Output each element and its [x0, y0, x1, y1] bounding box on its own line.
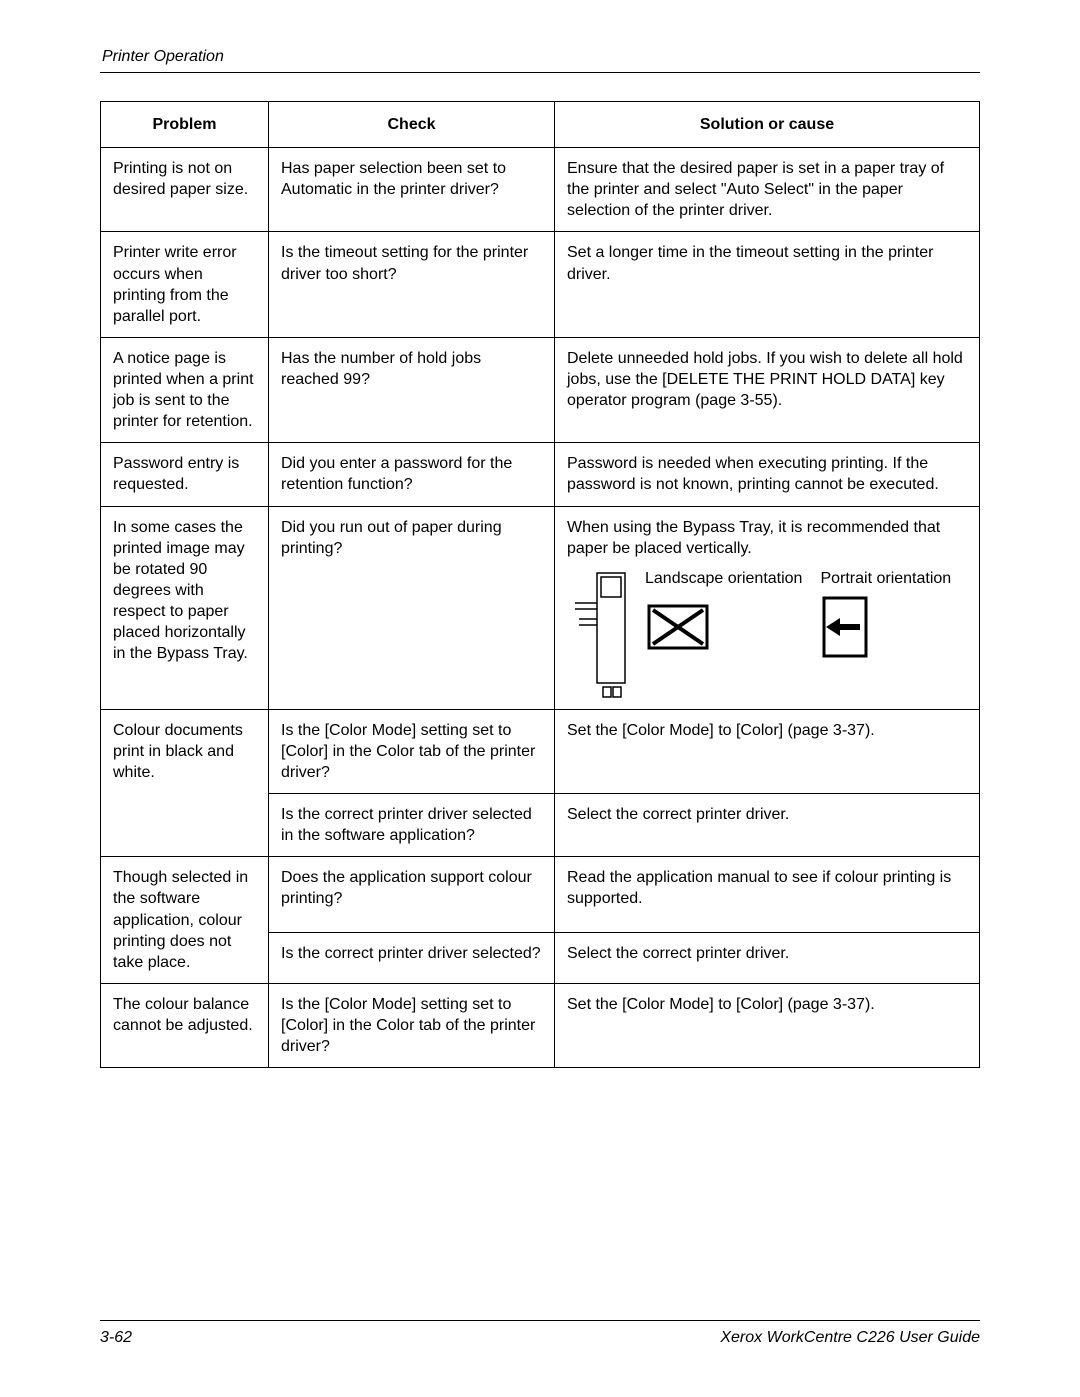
bypass-tray-diagram: Landscape orientation Portrait orientati… [567, 569, 967, 699]
solution-text: When using the Bypass Tray, it is recomm… [567, 517, 967, 559]
cell-solution: When using the Bypass Tray, it is recomm… [555, 506, 980, 709]
table-header-row: Problem Check Solution or cause [101, 102, 980, 148]
cell-check: Is the [Color Mode] setting set to [Colo… [269, 983, 555, 1067]
cell-check: Is the correct printer driver selected? [269, 933, 555, 984]
landscape-block: Landscape orientation [645, 569, 802, 666]
table-row: Printing is not on desired paper size. H… [101, 148, 980, 232]
cell-check: Did you enter a password for the retenti… [269, 443, 555, 506]
cell-solution: Delete unneeded hold jobs. If you wish t… [555, 337, 980, 442]
cell-check: Is the correct printer driver selected i… [269, 794, 555, 857]
table-row: Though selected in the software applicat… [101, 857, 980, 933]
header-rule [100, 72, 980, 73]
cell-problem: Password entry is requested. [101, 443, 269, 506]
cell-problem: Colour documents print in black and whit… [101, 709, 269, 857]
portrait-label: Portrait orientation [820, 569, 951, 588]
footer-rule [100, 1320, 980, 1321]
cell-check: Has paper selection been set to Automati… [269, 148, 555, 232]
cell-problem: Printing is not on desired paper size. [101, 148, 269, 232]
page-footer: 3-62 Xerox WorkCentre C226 User Guide [100, 1320, 980, 1347]
header-section-title: Printer Operation [102, 48, 980, 66]
cell-check: Is the [Color Mode] setting set to [Colo… [269, 709, 555, 793]
cell-solution: Select the correct printer driver. [555, 933, 980, 984]
printer-tray-icon [567, 569, 627, 699]
cell-solution: Read the application manual to see if co… [555, 857, 980, 933]
portrait-block: Portrait orientation [820, 569, 951, 666]
col-header-solution: Solution or cause [555, 102, 980, 148]
page: Printer Operation Problem Check Solution… [0, 0, 1080, 1397]
table-row: Printer write error occurs when printing… [101, 232, 980, 337]
cell-problem: Printer write error occurs when printing… [101, 232, 269, 337]
table-row: Colour documents print in black and whit… [101, 709, 980, 793]
col-header-check: Check [269, 102, 555, 148]
landscape-orientation-icon [645, 594, 711, 660]
table-row: A notice page is printed when a print jo… [101, 337, 980, 442]
troubleshooting-table: Problem Check Solution or cause Printing… [100, 101, 980, 1068]
landscape-label: Landscape orientation [645, 569, 802, 588]
cell-solution: Set the [Color Mode] to [Color] (page 3-… [555, 983, 980, 1067]
cell-check: Did you run out of paper during printing… [269, 506, 555, 709]
footer-page-number: 3-62 [100, 1329, 132, 1347]
portrait-orientation-icon [820, 594, 870, 660]
table-row: Password entry is requested. Did you ent… [101, 443, 980, 506]
cell-problem: A notice page is printed when a print jo… [101, 337, 269, 442]
table-row: In some cases the printed image may be r… [101, 506, 980, 709]
cell-check: Has the number of hold jobs reached 99? [269, 337, 555, 442]
table-row: The colour balance cannot be adjusted. I… [101, 983, 980, 1067]
cell-check: Does the application support colour prin… [269, 857, 555, 933]
cell-solution: Password is needed when executing printi… [555, 443, 980, 506]
cell-solution: Ensure that the desired paper is set in … [555, 148, 980, 232]
cell-solution: Set the [Color Mode] to [Color] (page 3-… [555, 709, 980, 793]
col-header-problem: Problem [101, 102, 269, 148]
cell-problem: In some cases the printed image may be r… [101, 506, 269, 709]
cell-problem: The colour balance cannot be adjusted. [101, 983, 269, 1067]
cell-solution: Set a longer time in the timeout setting… [555, 232, 980, 337]
footer-guide-title: Xerox WorkCentre C226 User Guide [720, 1329, 980, 1347]
cell-solution: Select the correct printer driver. [555, 794, 980, 857]
cell-check: Is the timeout setting for the printer d… [269, 232, 555, 337]
cell-problem: Though selected in the software applicat… [101, 857, 269, 984]
